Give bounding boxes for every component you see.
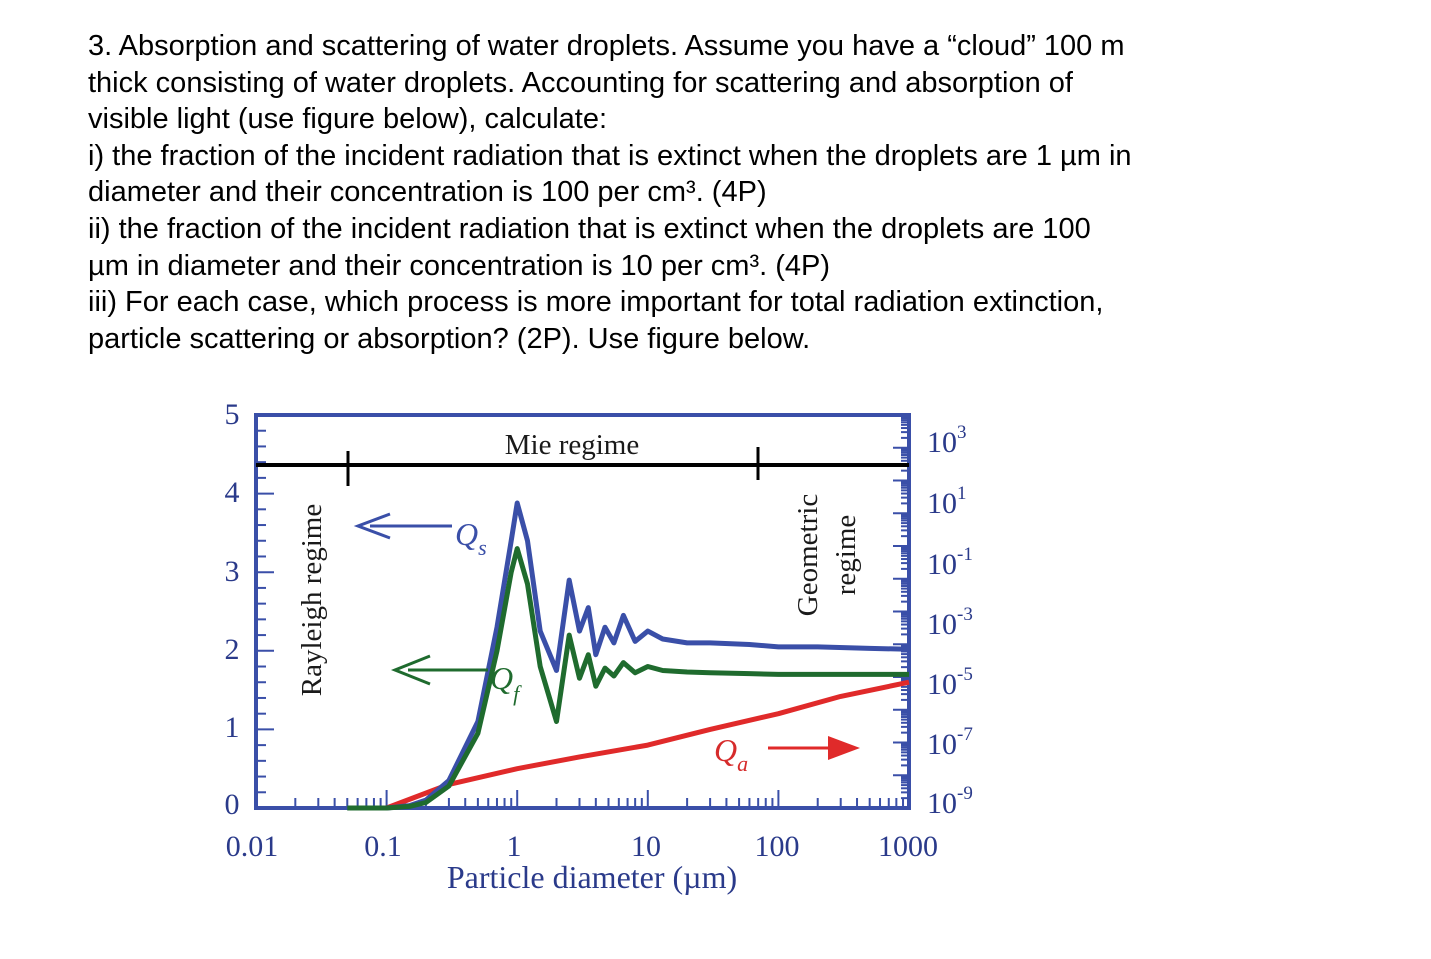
right-tick-label: 10-7 <box>927 724 973 761</box>
right-tick-exp: -1 <box>957 544 973 565</box>
x-tick-label-10: 10 <box>631 830 661 863</box>
right-tick-base: 10 <box>927 608 957 641</box>
qs-label-main: Q <box>455 516 478 552</box>
qa-curve <box>385 679 910 811</box>
y-tick-label-4: 4 <box>225 476 240 509</box>
right-tick-base: 10 <box>927 668 957 701</box>
right-tick-base: 10 <box>927 426 957 459</box>
right-tick-exp: -3 <box>957 604 973 625</box>
qs-label-sub: s <box>478 535 487 560</box>
right-axis-labels: 103 101 10-1 10-3 10-5 10-7 10-9 <box>927 422 973 820</box>
qa-label-main: Q <box>714 732 737 768</box>
right-tick-exp: -5 <box>957 664 973 685</box>
problem-line: diameter and their concentration is 100 … <box>88 176 767 209</box>
right-tick-exp: -7 <box>957 724 973 745</box>
rayleigh-regime-label: Rayleigh regime <box>296 504 328 696</box>
qa-label: Qa <box>714 732 748 776</box>
right-tick-label: 10-9 <box>927 783 973 820</box>
x-axis-title: Particle diameter (µm) <box>447 859 737 895</box>
x-tick-label-0.01: 0.01 <box>226 830 279 863</box>
problem-line: µm in diameter and their concentration i… <box>88 249 831 282</box>
geometric-regime-label-2: regime <box>830 515 862 596</box>
qs-curve <box>347 500 910 811</box>
right-tick-label: 103 <box>927 422 967 459</box>
qf-curve <box>347 546 909 811</box>
y-tick-label-2: 2 <box>225 633 240 666</box>
qf-arrow-head <box>390 654 431 686</box>
x-tick-label-1: 1 <box>507 830 522 863</box>
qf-label: Qf <box>490 660 522 706</box>
qa-label-sub: a <box>737 751 748 776</box>
problem-statement: 3. Absorption and scattering of water dr… <box>88 28 1288 357</box>
y-tick-label-1: 1 <box>225 711 240 744</box>
qs-label: Qs <box>455 516 487 560</box>
y-tick-label-0: 0 <box>225 788 240 821</box>
right-tick-base: 10 <box>927 728 957 761</box>
problem-line: thick consisting of water droplets. Acco… <box>88 66 1073 99</box>
curves <box>347 500 910 811</box>
mie-regime-label: Mie regime <box>505 429 639 461</box>
problem-line: iii) For each case, which process is mor… <box>88 286 1104 319</box>
right-tick-exp: -9 <box>957 783 973 804</box>
problem-line: visible light (use figure below), calcul… <box>88 103 608 136</box>
x-tick-label-1000: 1000 <box>878 830 938 863</box>
y-tick-label-5: 5 <box>225 398 240 431</box>
x-tick-label-0.1: 0.1 <box>364 830 402 863</box>
plot-frame <box>254 413 911 810</box>
right-tick-exp: 1 <box>957 483 967 504</box>
qa-arrow-head <box>828 736 860 760</box>
problem-line: 3. Absorption and scattering of water dr… <box>88 30 1125 62</box>
right-tick-exp: 3 <box>957 422 967 443</box>
y-tick-label-3: 3 <box>225 555 240 588</box>
problem-line: i) the fraction of the incident radiatio… <box>88 139 1132 172</box>
x-tick-label-100: 100 <box>755 830 800 863</box>
qf-label-sub: f <box>513 681 522 706</box>
right-tick-base: 10 <box>927 548 957 581</box>
qf-label-main: Q <box>490 660 513 696</box>
problem-line: ii) the fraction of the incident radiati… <box>88 212 1091 245</box>
problem-line: particle scattering or absorption? (2P).… <box>88 322 811 355</box>
right-tick-base: 10 <box>927 787 957 820</box>
right-tick-label: 10-5 <box>927 664 973 701</box>
qs-arrow-head <box>353 512 391 540</box>
right-tick-base: 10 <box>927 487 957 520</box>
right-tick-label: 10-3 <box>927 604 973 641</box>
right-tick-label: 10-1 <box>927 544 973 581</box>
right-tick-label: 101 <box>927 483 967 520</box>
geometric-regime-label: Geometric <box>792 494 824 616</box>
